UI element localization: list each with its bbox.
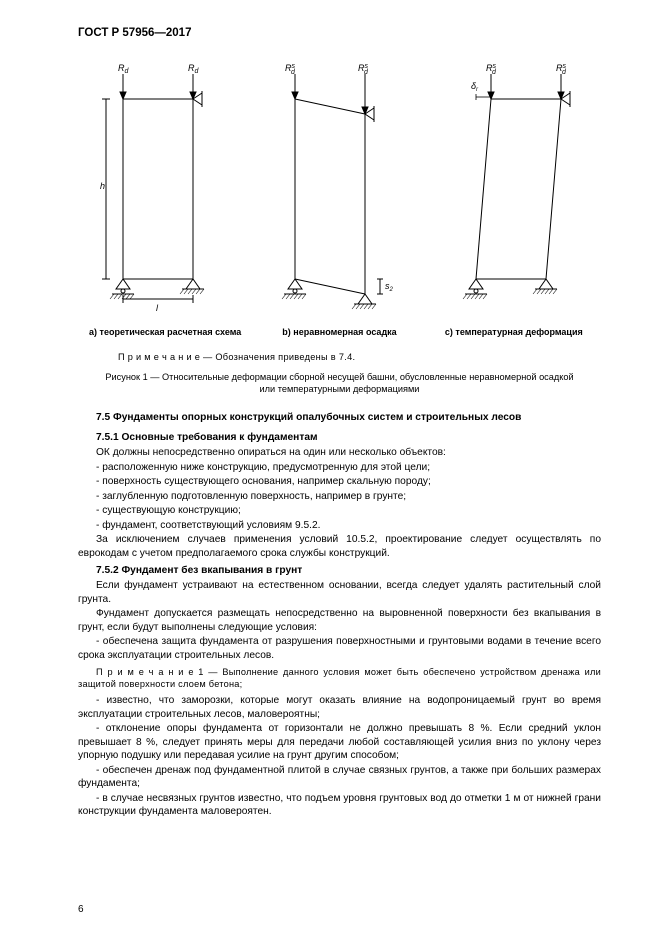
svg-text:l: l: [156, 303, 159, 313]
s752-p1: Если фундамент устраивают на естественно…: [78, 579, 601, 606]
svg-text:Rsd: Rsd: [486, 63, 497, 76]
svg-text:h: h: [100, 181, 105, 191]
section-7-5-title: 7.5 Фундаменты опорных конструкций опалу…: [96, 411, 601, 424]
svg-text:s2: s2: [385, 281, 394, 293]
figure-captions-row: a) теоретическая расчетная схема b) нера…: [78, 327, 601, 339]
svg-text:δr: δr: [471, 81, 479, 93]
section-7-5-1-title: 7.5.1 Основные требования к фундаментам: [96, 431, 601, 444]
svg-text:Rsd: Rsd: [285, 63, 296, 76]
fig-label-a: a) теоретическая расчетная схема: [78, 327, 252, 339]
note-small: П р и м е ч а н и е — Обозначения привед…: [118, 351, 601, 363]
fig-label-c: c) температурная деформация: [427, 327, 601, 339]
figure-a: Rd Rd h l: [78, 59, 238, 319]
fig-caption-line2: или температурными деформациями: [260, 384, 420, 394]
svg-text:Rsd: Rsd: [358, 63, 369, 76]
s751-p1: За исключением случаев применения услови…: [78, 533, 601, 560]
s752-p2: Фундамент допускается размещать непосред…: [78, 607, 601, 634]
list-item: - фундамент, соответствующий условиям 9.…: [96, 519, 601, 532]
svg-text:Rsd: Rsd: [556, 63, 567, 76]
list-item: - заглубленную подготовленную поверхност…: [96, 490, 601, 503]
fig-label-b: b) неравномерная осадка: [252, 327, 426, 339]
list-item: - существующую конструкцию;: [96, 504, 601, 517]
list-item: - расположенную ниже конструкцию, предус…: [96, 461, 601, 474]
note-1: П р и м е ч а н и е 1 — Выполнение данно…: [78, 666, 601, 690]
s752-item1: - обеспечена защита фундамента от разруш…: [78, 635, 601, 662]
list-item: - поверхность существующего основания, н…: [96, 475, 601, 488]
figure-b: Rsd Rsd s2: [250, 59, 420, 319]
section-7-5-2-title: 7.5.2 Фундамент без вкапывания в грунт: [96, 564, 601, 577]
figures-row: Rd Rd h l: [78, 59, 601, 319]
figure-c: δr Rsd Rsd: [431, 59, 601, 319]
svg-text:Rd: Rd: [118, 63, 130, 75]
s752-item3: - отклонение опоры фундамента от горизон…: [78, 722, 601, 762]
s751-intro: ОК должны непосредственно опираться на о…: [78, 446, 601, 459]
page-number: 6: [78, 903, 84, 916]
s752-item5: - в случае несвязных грунтов известно, ч…: [78, 792, 601, 819]
s752-item2: - известно, что заморозки, которые могут…: [78, 694, 601, 721]
svg-text:Rd: Rd: [188, 63, 200, 75]
doc-header: ГОСТ Р 57956—2017: [78, 26, 601, 41]
fig-caption-line1: Рисунок 1 — Относительные деформации сбо…: [105, 372, 573, 382]
figure-caption: Рисунок 1 — Относительные деформации сбо…: [78, 371, 601, 395]
s752-item4: - обеспечен дренаж под фундаментной плит…: [78, 764, 601, 791]
